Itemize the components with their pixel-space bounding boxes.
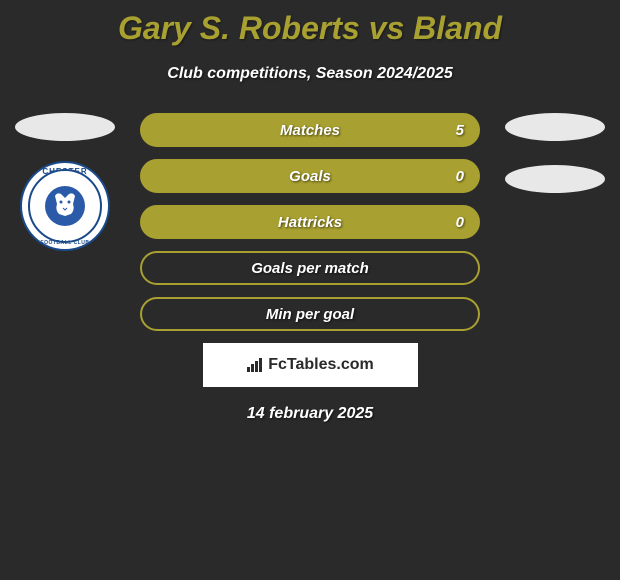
stat-label: Hattricks bbox=[278, 214, 342, 231]
right-player-col bbox=[500, 113, 610, 193]
left-club-badge: CHESTER FOOTBALL CLUB bbox=[20, 161, 110, 251]
fctables-attribution[interactable]: FcTables.com bbox=[203, 343, 418, 387]
stats-column: Matches 5 Goals 0 Hattricks 0 Goals per … bbox=[140, 113, 480, 423]
stat-row-matches: Matches 5 bbox=[140, 113, 480, 147]
date-label: 14 february 2025 bbox=[140, 405, 480, 423]
stat-row-goals: Goals 0 bbox=[140, 159, 480, 193]
stat-label: Goals bbox=[289, 168, 331, 185]
badge-text-bottom: FOOTBALL CLUB bbox=[41, 240, 90, 246]
fctables-text: FcTables.com bbox=[268, 356, 374, 374]
stat-value: 5 bbox=[456, 122, 464, 139]
left-player-name-oval bbox=[15, 113, 115, 141]
stat-row-hattricks: Hattricks 0 bbox=[140, 205, 480, 239]
stat-label: Min per goal bbox=[266, 306, 354, 323]
wolf-icon bbox=[43, 184, 87, 228]
stat-value: 0 bbox=[456, 214, 464, 231]
stat-row-min-per-goal: Min per goal bbox=[140, 297, 480, 331]
comparison-area: CHESTER FOOTBALL CLUB Matches 5 Goals 0 bbox=[0, 113, 620, 423]
badge-inner bbox=[28, 169, 102, 243]
right-player-name-oval bbox=[505, 113, 605, 141]
stat-row-goals-per-match: Goals per match bbox=[140, 251, 480, 285]
left-player-col: CHESTER FOOTBALL CLUB bbox=[10, 113, 120, 251]
fctables-label: FcTables.com bbox=[246, 356, 374, 374]
right-club-oval bbox=[505, 165, 605, 193]
bars-icon bbox=[246, 357, 266, 373]
subtitle: Club competitions, Season 2024/2025 bbox=[0, 65, 620, 83]
page-title: Gary S. Roberts vs Bland bbox=[0, 0, 620, 47]
stat-value: 0 bbox=[456, 168, 464, 185]
stat-label: Matches bbox=[280, 122, 340, 139]
stat-label: Goals per match bbox=[251, 260, 369, 277]
